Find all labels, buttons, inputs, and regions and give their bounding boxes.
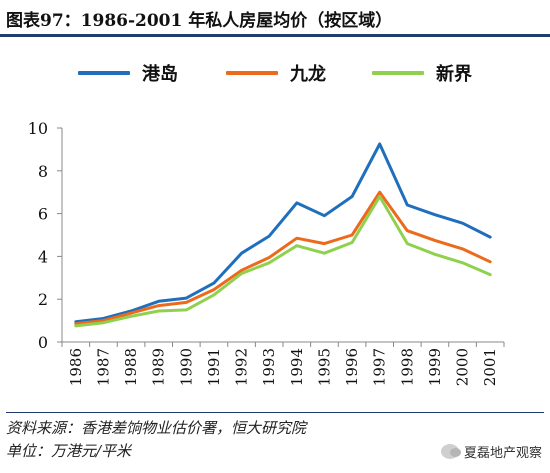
series-line-1 (74, 190, 492, 326)
watermark-text: 夏磊地产观察 (463, 446, 542, 461)
x-tick-label: 1991 (205, 348, 223, 386)
source-note: 资料来源：香港差饷物业估价署，恒大研究院 单位：万港元/平米 (6, 412, 544, 463)
x-tick-label: 1995 (315, 348, 333, 386)
series-line-2 (74, 195, 492, 328)
legend-swatch-kowloon (226, 71, 278, 75)
x-tick-label: 1996 (343, 348, 361, 386)
x-tick-label: 1988 (122, 348, 140, 386)
legend-label-kowloon: 九龙 (290, 64, 326, 85)
x-tick-label: 1993 (260, 348, 278, 386)
y-tick-label: 8 (38, 162, 48, 181)
x-tick-label: 1986 (67, 348, 85, 386)
y-tick-label: 2 (38, 290, 48, 309)
y-tick-label: 10 (28, 119, 48, 138)
x-tick-label: 1992 (233, 348, 251, 386)
wechat-icon (440, 444, 461, 459)
legend-swatch-hk-island (78, 71, 130, 75)
series-line-0 (74, 142, 492, 324)
legend-label-hk-island: 港岛 (142, 64, 178, 85)
y-tick-label: 0 (38, 333, 48, 352)
source-line: 资料来源：香港差饷物业估价署，恒大研究院 (6, 419, 307, 437)
x-tick-label: 2000 (454, 348, 472, 386)
y-tick-label: 6 (38, 205, 48, 224)
y-tick-label: 4 (38, 247, 48, 266)
chart-legend: 港岛 九龙 新界 (0, 58, 550, 88)
x-tick-label: 1997 (371, 348, 389, 386)
legend-item-kowloon: 九龙 (226, 58, 326, 88)
x-tick-label: 1987 (94, 348, 112, 386)
x-tick-label: 1989 (150, 348, 168, 386)
x-tick-label: 1998 (398, 348, 416, 386)
legend-item-hk-island: 港岛 (78, 58, 178, 88)
legend-label-new-territories: 新界 (436, 64, 472, 85)
x-tick-label: 1999 (426, 348, 444, 386)
x-tick-label: 1990 (177, 348, 195, 386)
unit-line: 单位：万港元/平米 (6, 442, 132, 460)
x-tick-label: 1994 (288, 348, 306, 386)
title-divider (0, 34, 550, 37)
legend-swatch-new-territories (372, 71, 424, 75)
legend-item-new-territories: 新界 (372, 58, 472, 88)
chart-title: 图表97：1986-2001 年私人房屋均价（按区域） (6, 11, 393, 31)
watermark: 夏磊地产观察 (440, 442, 542, 461)
x-tick-label: 2001 (481, 348, 499, 386)
